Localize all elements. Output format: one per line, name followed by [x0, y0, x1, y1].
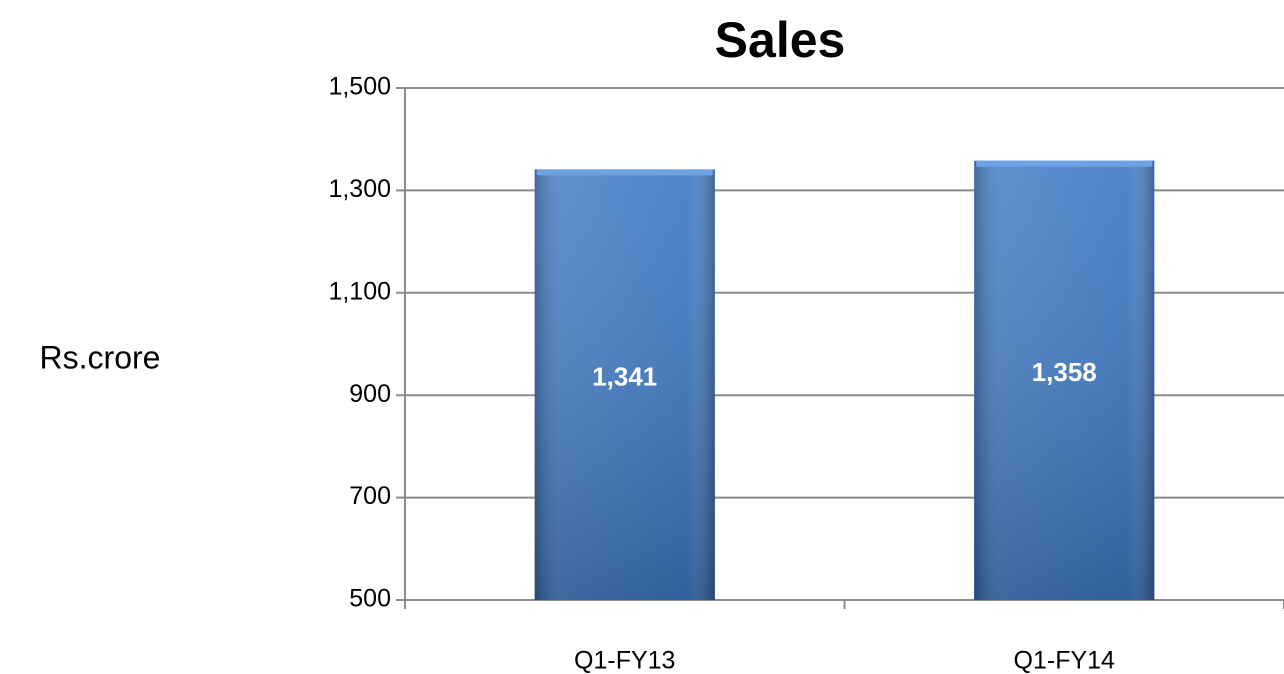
bar-shade: [534, 169, 715, 600]
value-label: 1,341: [592, 362, 657, 392]
y-tick-label: 1,100: [328, 277, 391, 305]
bar-shade: [974, 160, 1155, 601]
chart-title: Sales: [715, 12, 846, 68]
x-tick-label: Q1-FY14: [1014, 647, 1116, 674]
y-tick-label: 900: [349, 380, 391, 408]
y-tick-label: 700: [349, 482, 391, 510]
y-axis-label: Rs.crore: [40, 339, 161, 375]
y-tick-label: 500: [349, 585, 391, 613]
bar-cap: [536, 169, 713, 176]
y-tick-label: 1,300: [328, 175, 391, 203]
x-tick-label: Q1-FY13: [574, 647, 675, 674]
y-tick-label: 1,500: [328, 73, 391, 101]
value-label: 1,358: [1032, 357, 1097, 387]
bar-cap: [976, 160, 1153, 167]
